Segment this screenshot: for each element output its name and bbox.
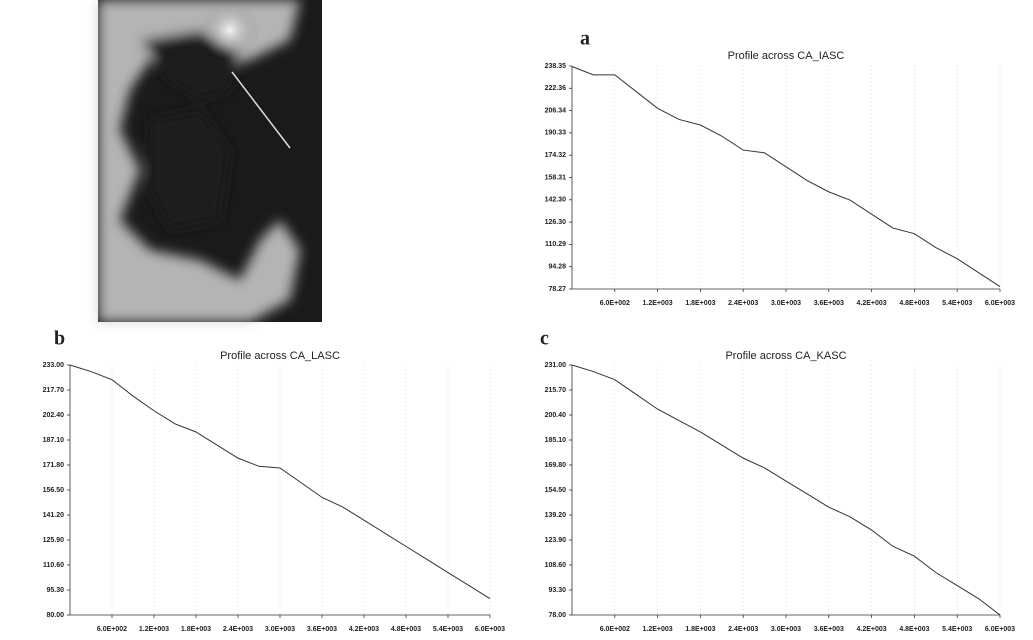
x-tick-label: 5.4E+003 [433,626,463,633]
chart-title: Profile across CA_KASC [725,350,846,362]
chart-title: Profile across CA_IASC [728,50,845,62]
terrain-image [98,0,322,322]
x-tick-label: 2.4E+003 [728,300,758,307]
y-tick-label: 222.36 [545,85,567,92]
y-tick-label: 238.35 [545,63,567,70]
x-tick-label: 4.2E+003 [349,626,379,633]
y-tick-label: 171.80 [43,462,65,469]
x-tick-label: 1.2E+003 [643,626,673,633]
x-tick-label: 3.6E+003 [814,300,844,307]
y-tick-label: 110.60 [43,562,64,569]
y-tick-label: 154.50 [545,487,567,494]
x-tick-label: 1.2E+003 [139,626,169,633]
y-tick-label: 185.10 [545,437,567,444]
x-tick-label: 6.0E+002 [600,626,630,633]
x-tick-label: 6.0E+002 [600,300,630,307]
y-tick-label: 190.33 [545,130,567,137]
x-tick-label: 4.2E+003 [857,626,887,633]
x-tick-label: 3.0E+003 [771,300,801,307]
y-tick-label: 126.30 [545,219,567,226]
x-tick-label: 2.4E+003 [728,626,758,633]
x-tick-label: 3.6E+003 [307,626,337,633]
x-tick-label: 4.2E+003 [857,300,887,307]
y-tick-label: 174.32 [545,152,567,159]
x-tick-label: 4.8E+003 [899,626,929,633]
x-tick-label: 6.0E+003 [985,300,1015,307]
chart-title: Profile across CA_LASC [220,350,340,362]
y-tick-label: 206.34 [545,107,567,114]
panel-label: c [540,328,549,350]
panel-label: b [54,328,65,350]
y-tick-label: 158.31 [545,174,567,181]
y-tick-label: 202.40 [43,412,65,419]
profile-line [572,66,1000,286]
y-tick-label: 123.90 [545,537,567,544]
y-tick-label: 108.60 [545,562,567,569]
y-tick-label: 142.30 [545,197,567,204]
x-tick-label: 2.4E+003 [223,626,253,633]
x-tick-label: 5.4E+003 [942,300,972,307]
figure: a Profile across CA_IASC 78.27 94.28 110.29 1… [0,0,1033,640]
x-tick-label: 3.6E+003 [814,626,844,633]
y-tick-label: 80.00 [46,612,64,619]
y-tick-label: 110.29 [545,241,566,248]
y-tick-label: 94.28 [548,264,566,271]
y-tick-label: 125.90 [43,537,65,544]
x-tick-label: 1.8E+003 [181,626,211,633]
y-tick-label: 78.27 [548,286,566,293]
y-tick-label: 156.50 [43,487,65,494]
y-tick-label: 231.00 [545,362,567,369]
panel-label: a [580,28,590,50]
y-tick-label: 78.00 [548,612,566,619]
x-tick-label: 6.0E+003 [475,626,505,633]
x-tick-label: 6.0E+003 [985,626,1015,633]
x-tick-label: 6.0E+002 [97,626,127,633]
y-tick-label: 141.20 [43,512,65,519]
y-tick-label: 169.80 [545,462,567,469]
x-tick-label: 3.0E+003 [771,626,801,633]
y-tick-label: 187.10 [43,437,65,444]
x-tick-label: 4.8E+003 [391,626,421,633]
x-tick-label: 5.4E+003 [942,626,972,633]
y-tick-label: 217.70 [43,387,65,394]
x-tick-label: 1.8E+003 [685,300,715,307]
y-tick-label: 215.70 [545,387,567,394]
y-tick-label: 139.20 [545,512,567,519]
y-tick-label: 95.30 [46,587,64,594]
x-tick-label: 1.2E+003 [643,300,673,307]
y-tick-label: 233.00 [43,362,65,369]
x-tick-label: 1.8E+003 [685,626,715,633]
y-tick-label: 200.40 [545,412,567,419]
y-tick-label: 93.30 [548,587,566,594]
x-tick-label: 3.0E+003 [265,626,295,633]
x-tick-label: 4.8E+003 [899,300,929,307]
